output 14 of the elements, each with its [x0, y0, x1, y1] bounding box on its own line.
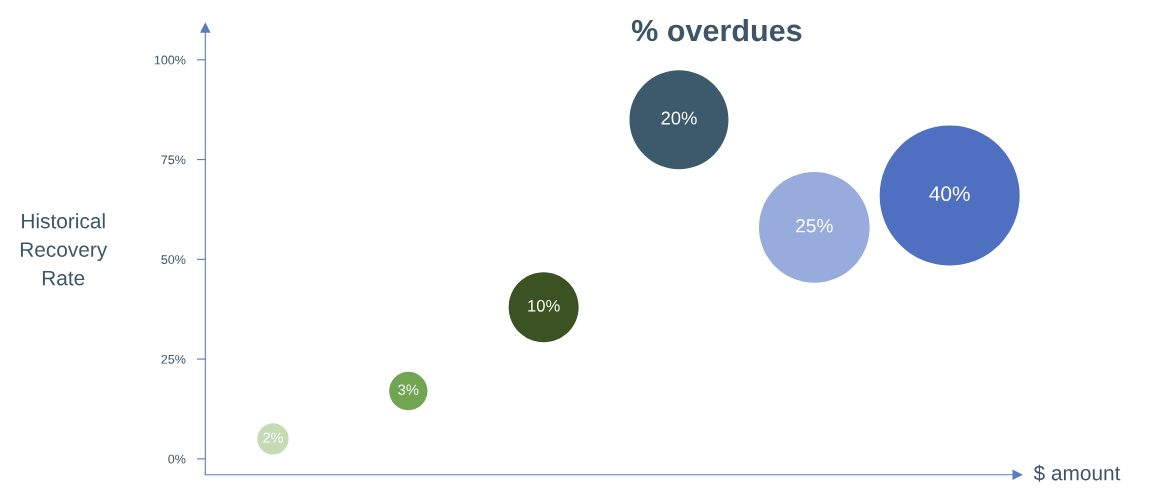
y-tick-label: 0%: [168, 454, 186, 464]
data-label: 10%: [528, 299, 560, 312]
x-axis-title: $ amount: [1033, 464, 1121, 482]
y-tick-label: 100%: [154, 55, 186, 65]
data-label: 20%: [661, 111, 697, 125]
chart-title: % overdues: [631, 18, 802, 42]
data-label: 40%: [929, 186, 970, 202]
y-tick-label: 50%: [161, 255, 186, 264]
data-label: 2%: [263, 432, 283, 443]
y-axis-title: Historical Recovery Rate: [20, 213, 108, 286]
data-label: 3%: [398, 384, 419, 395]
y-tick-label: 75%: [161, 155, 186, 165]
y-tick-label: 25%: [161, 354, 186, 364]
data-label: 25%: [796, 219, 833, 233]
